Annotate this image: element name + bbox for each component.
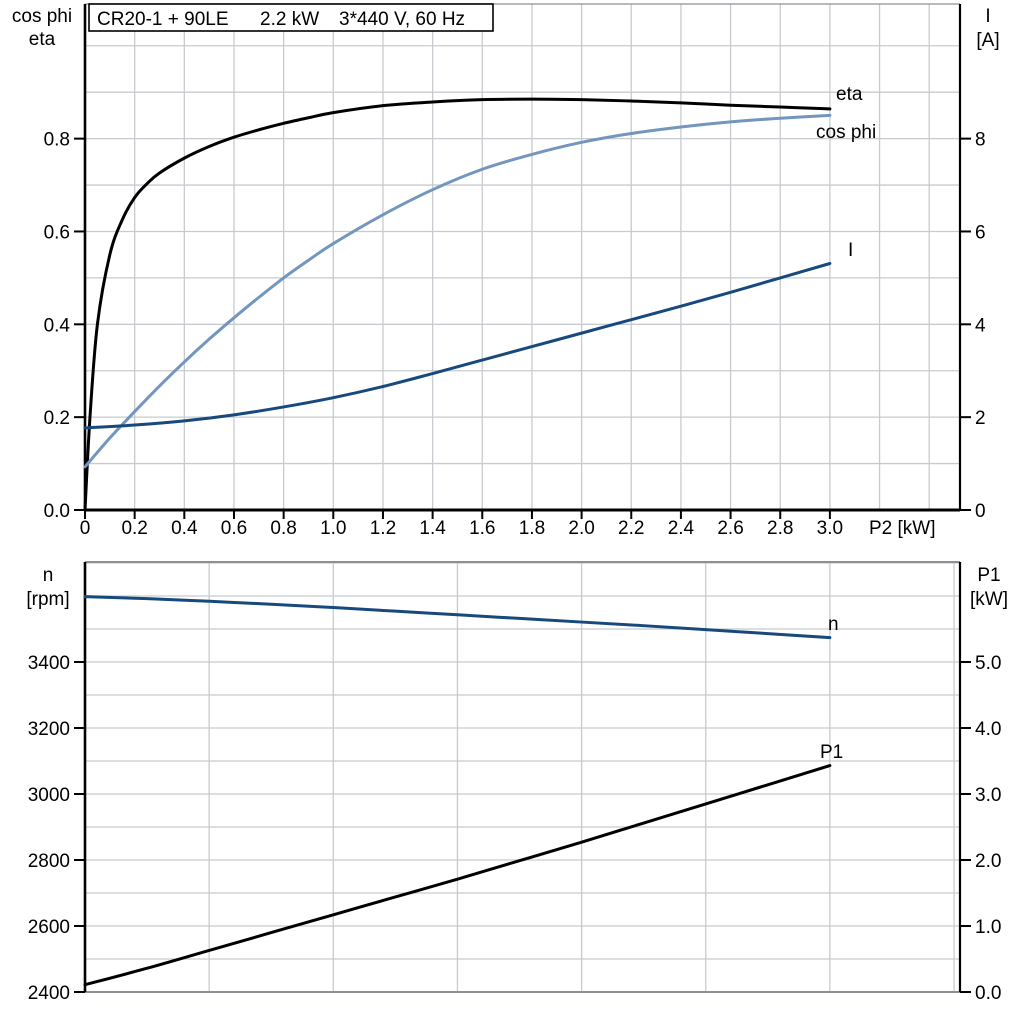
title-box-frame — [88, 3, 494, 32]
title-power: 2.2 kW — [260, 9, 319, 30]
y-right-tick-label: 1.0 — [975, 917, 1001, 938]
y-left-tick-label: 3000 — [28, 785, 70, 806]
x-tick-label: 2.0 — [568, 518, 594, 539]
bottom-chart-frame — [83, 561, 962, 993]
y-right-tick-label: 4.0 — [975, 719, 1001, 740]
y-right-tick-label: 5.0 — [975, 653, 1001, 674]
series-curve-p1 — [83, 764, 832, 987]
x-tick-label: 1.0 — [320, 518, 346, 539]
y-left-tick-label: 2400 — [28, 983, 70, 1004]
x-tick-label: 1.2 — [370, 518, 396, 539]
x-tick-label: 3.0 — [817, 518, 843, 539]
y-right-tick-label: 2.0 — [975, 851, 1001, 872]
top-x-axis-title: P2 [kW] — [869, 518, 936, 539]
y-left-tick-label: 2800 — [28, 851, 70, 872]
y-right-tick-label: 0.0 — [975, 983, 1001, 1004]
x-tick-label: 0.8 — [270, 518, 296, 539]
x-tick-label: 2.8 — [767, 518, 793, 539]
chart-title: CR20-1 + 90LE 2.2 kW 3*440 V, 60 Hz — [97, 9, 465, 30]
curve-label-current: I — [848, 240, 853, 261]
x-tick-label: 0 — [80, 518, 91, 539]
x-tick-label: 2.4 — [668, 518, 695, 539]
top-left-axis-title-line2: eta — [29, 29, 56, 50]
x-tick-label: 1.4 — [419, 518, 446, 539]
y-left-tick-label: 0.0 — [44, 501, 70, 522]
top-left-axis-title-line1: cos phi — [12, 6, 72, 27]
x-tick-label: 2.2 — [618, 518, 644, 539]
y-right-tick-label: 0 — [975, 501, 986, 522]
y-right-tick-label: 8 — [975, 130, 986, 151]
series-curve-eta — [83, 97, 832, 512]
bottom-chart-ticks: 2400 2600 2800 3000 3200 3400 0.0 1.0 2.0 3.0 4.0 5… — [28, 653, 1002, 1004]
x-tick-label: 0.4 — [171, 518, 198, 539]
curve-label-cos-phi: cos phi — [816, 122, 876, 143]
bottom-right-axis-title-line1: P1 — [977, 565, 1000, 586]
top-right-axis-title-line2: [A] — [976, 30, 999, 51]
title-model: CR20-1 + 90LE — [97, 9, 229, 30]
y-left-tick-label: 2600 — [28, 917, 70, 938]
top-chart-ticks: 0 0.2 0.4 0.6 0.8 1.0 1.2 1.4 1.6 1.8 2.0 2.2 2.4 2.6… — [44, 130, 986, 539]
curve-label-p1: P1 — [820, 742, 843, 763]
y-left-tick-label: 0.4 — [44, 315, 71, 336]
top-chart-frame — [83, 3, 962, 512]
y-right-tick-label: 4 — [975, 315, 986, 336]
top-chart: 0 0.2 0.4 0.6 0.8 1.0 1.2 1.4 1.6 1.8 2.0 2.2 2.4 2.6… — [44, 3, 986, 539]
series-curve-n — [83, 595, 832, 640]
axis-headings: cos phi eta I [A] P2 [kW] n [rpm] P1 [kW… — [12, 6, 1008, 610]
bottom-right-axis-title-line2: [kW] — [970, 589, 1008, 610]
y-left-tick-label: 0.2 — [44, 408, 70, 429]
y-right-tick-label: 6 — [975, 222, 986, 243]
title-box: CR20-1 + 90LE 2.2 kW 3*440 V, 60 Hz — [88, 3, 494, 32]
x-tick-label: 0.2 — [121, 518, 147, 539]
y-left-tick-label: 0.8 — [44, 130, 70, 151]
y-left-tick-label: 0.6 — [44, 222, 70, 243]
top-chart-series — [83, 97, 832, 512]
y-right-tick-label: 3.0 — [975, 785, 1001, 806]
curve-label-eta: eta — [836, 84, 863, 105]
y-right-tick-label: 2 — [975, 408, 986, 429]
x-tick-label: 1.8 — [519, 518, 545, 539]
series-curve-cos-phi — [83, 113, 832, 469]
x-tick-label: 0.6 — [221, 518, 247, 539]
top-right-axis-title-line1: I — [985, 6, 990, 27]
title-voltage: 3*440 V, 60 Hz — [339, 9, 465, 30]
bottom-chart: 2400 2600 2800 3000 3200 3400 0.0 1.0 2.0 3.0 4.0 5… — [28, 561, 1002, 1004]
y-left-tick-label: 3400 — [28, 653, 70, 674]
series-curve-i — [83, 262, 832, 430]
x-tick-label: 1.6 — [469, 518, 495, 539]
x-tick-label: 2.6 — [717, 518, 743, 539]
bottom-left-axis-title-line2: [rpm] — [26, 589, 69, 610]
bottom-left-axis-title-line1: n — [43, 565, 54, 586]
curve-labels: eta cos phi I n P1 — [816, 84, 876, 763]
bottom-chart-grid — [85, 562, 960, 992]
curve-label-speed: n — [828, 614, 839, 635]
y-left-tick-label: 3200 — [28, 719, 70, 740]
top-chart-grid — [85, 4, 960, 510]
bottom-chart-series — [83, 595, 832, 987]
